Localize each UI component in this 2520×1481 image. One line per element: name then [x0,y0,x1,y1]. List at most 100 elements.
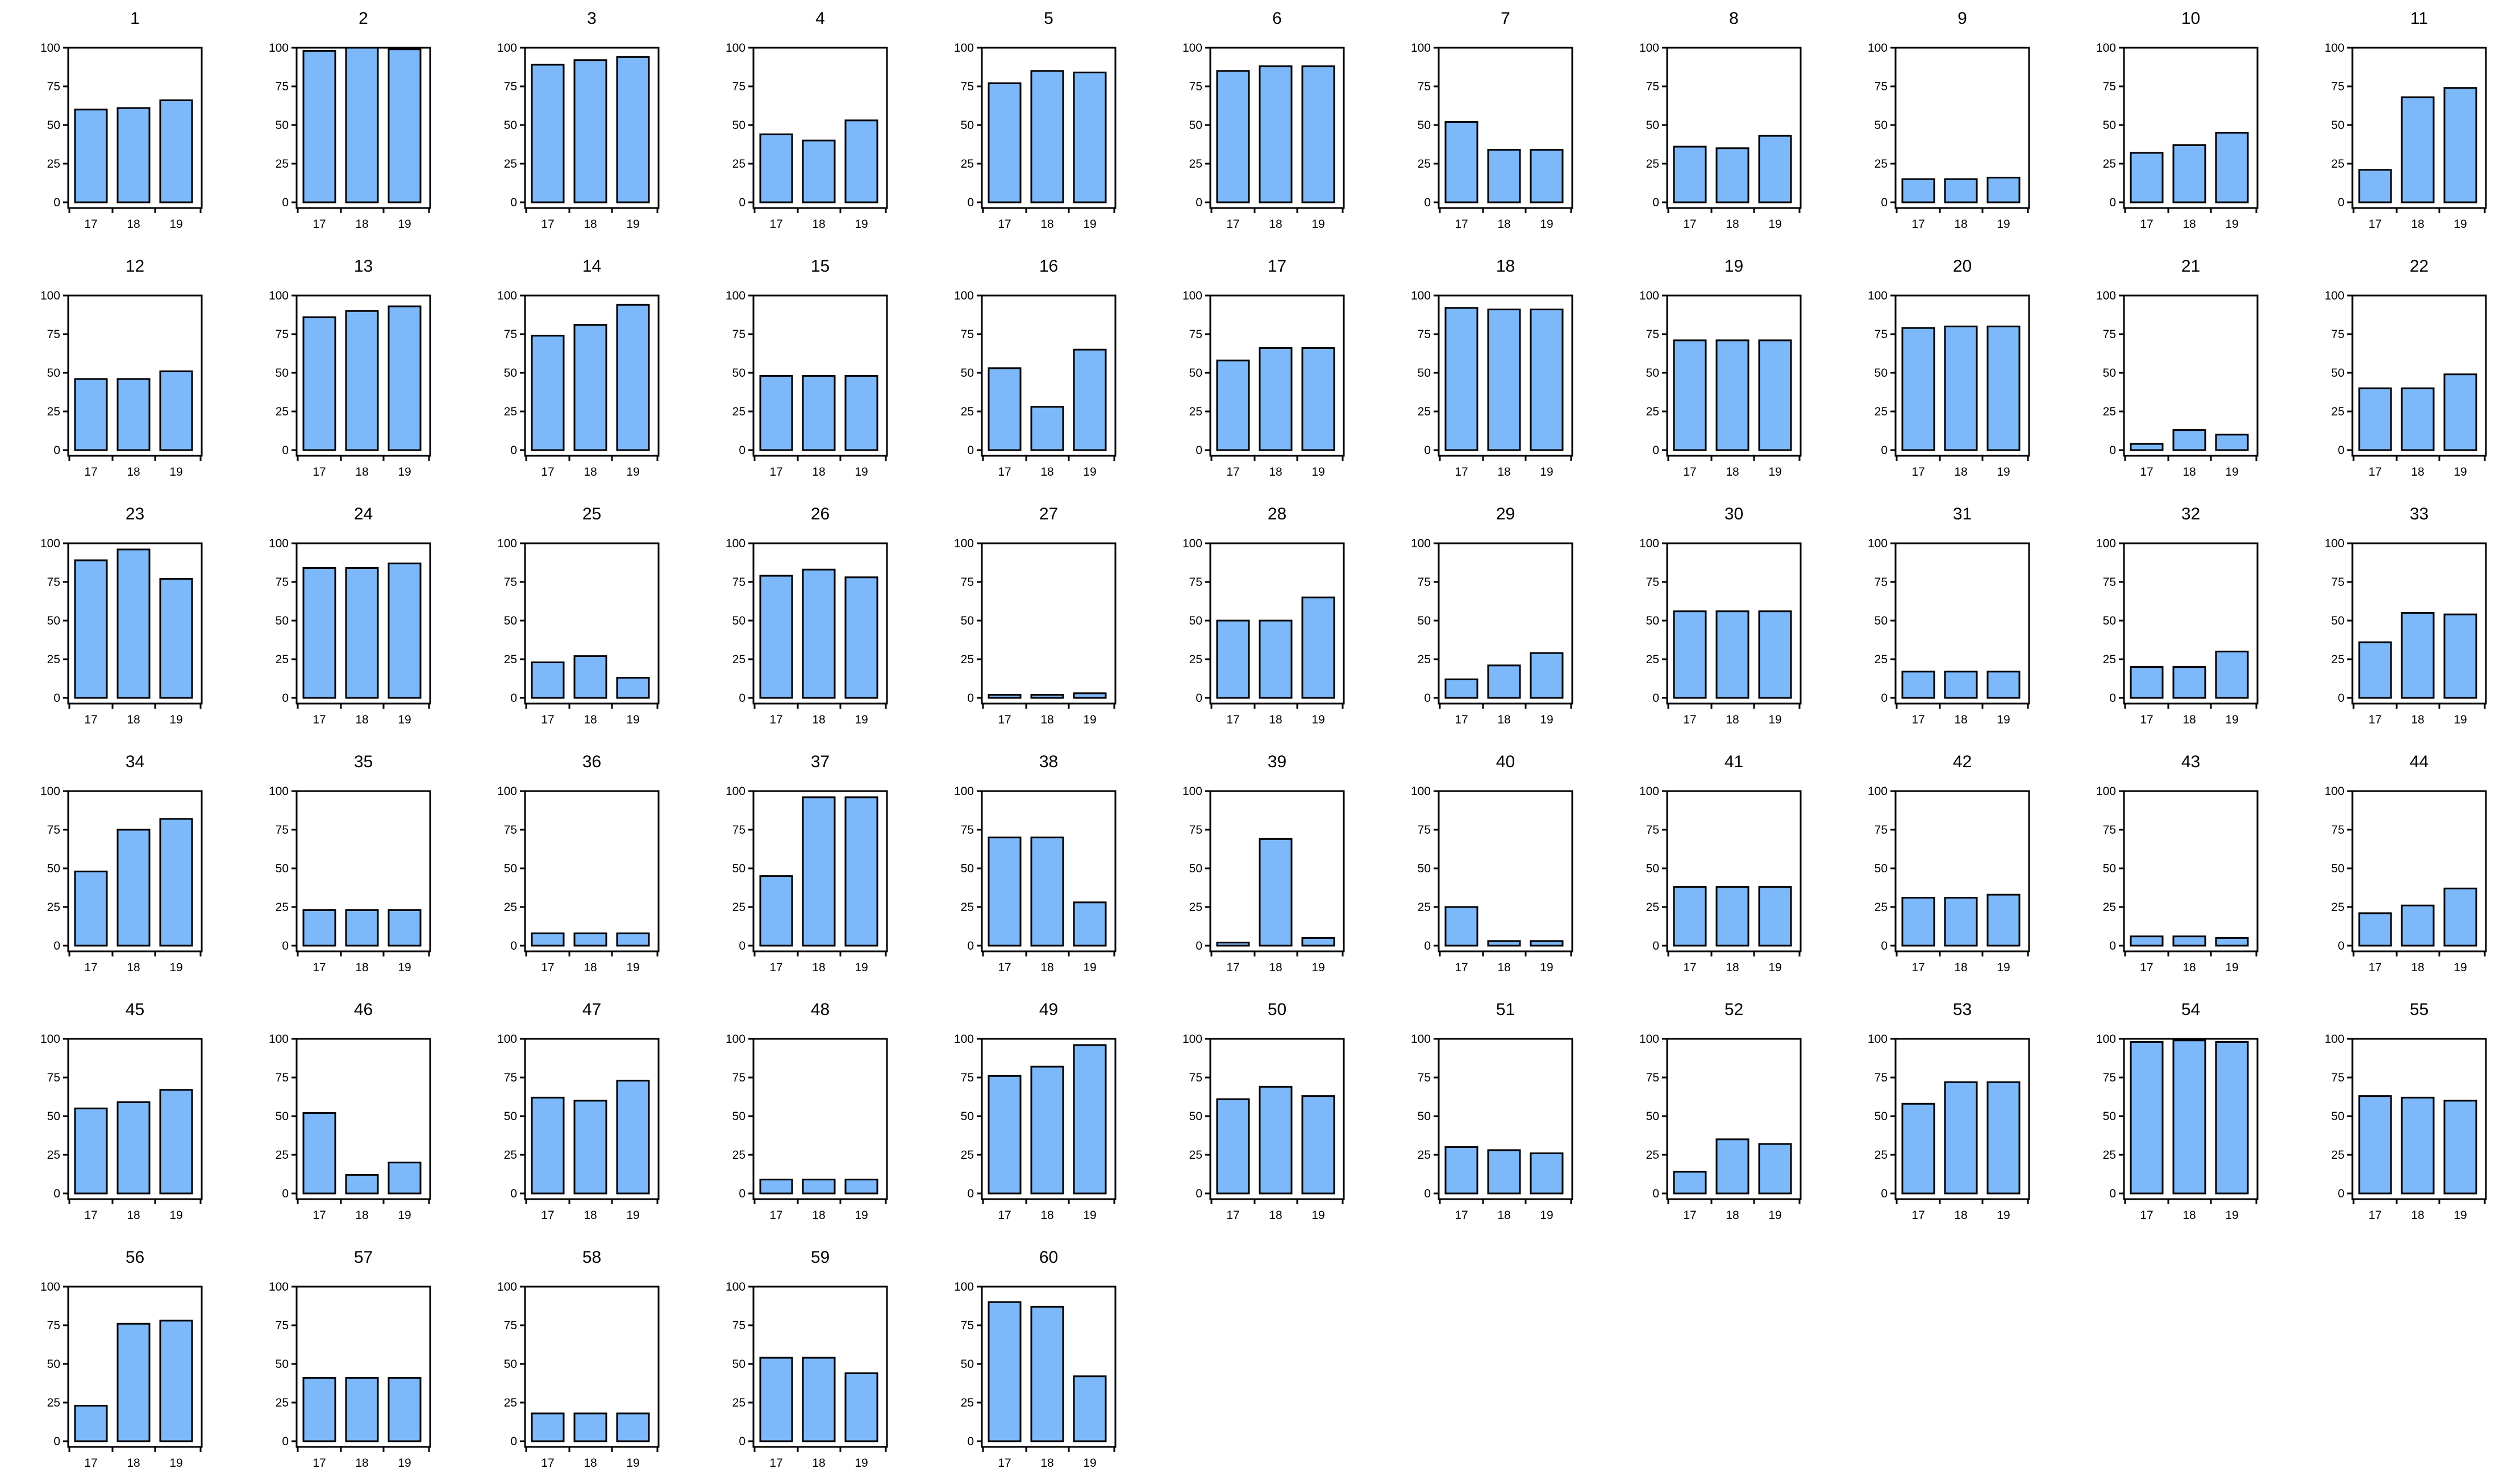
y-tick-label: 100 [40,1280,60,1293]
y-tick-label: 50 [732,367,745,380]
bar [2443,887,2477,947]
y-tick-label: 100 [497,537,517,550]
bar [2401,387,2435,451]
x-tick-label: 17 [1683,713,1696,726]
y-tick-label: 100 [40,537,60,550]
bar [116,378,151,451]
y-tick-label: 50 [47,1110,60,1123]
chart-panel: 36 0 25 50 75 100 17 18 19 [463,747,684,985]
x-tick-label: 17 [1911,218,1925,231]
y-tick-label: 50 [504,1110,517,1123]
bar [2401,611,2435,699]
x-tick-label: 17 [313,218,326,231]
x-tick-label: 17 [1455,961,1468,974]
x-tick-label: 18 [2182,961,2196,974]
y-tick-label: 0 [2338,1187,2344,1200]
y-tick-label: 100 [1411,41,1431,55]
plot-frame [2123,790,2259,952]
y-tick-label: 75 [2331,80,2344,93]
x-tick-label: 17 [313,961,326,974]
y-tick-label: 50 [2331,119,2344,132]
y-tick-label: 0 [1424,444,1431,457]
x-tick-label: 17 [998,465,1011,479]
chart-title: 15 [811,257,830,276]
chart-panel: 32 0 25 50 75 100 17 18 19 [2061,499,2283,738]
x-tick-label: 19 [169,1209,182,1222]
bar [1444,121,1478,203]
y-tick-label: 25 [961,157,974,170]
chart-panel: 16 0 25 50 75 100 17 18 19 [919,251,1141,490]
bar [573,59,607,203]
x-tick-label: 17 [2368,961,2381,974]
y-tick-label: 25 [1646,901,1659,914]
plot-frame [2123,542,2259,705]
bar [2172,935,2206,947]
y-tick-label: 75 [1189,80,1202,93]
y-tick-label: 0 [967,939,974,952]
bar [302,909,336,947]
x-tick-label: 18 [1040,1457,1053,1470]
x-tick-label: 18 [584,1457,597,1470]
bar [1444,1146,1478,1195]
y-tick-label: 0 [53,444,60,457]
x-tick-label: 18 [2182,465,2196,479]
y-tick-label: 50 [732,1358,745,1371]
y-tick-label: 0 [1196,444,1202,457]
y-tick-label: 50 [2103,119,2116,132]
x-tick-label: 18 [1954,1209,1967,1222]
x-tick-label: 17 [84,713,97,726]
bar [74,378,108,451]
chart-svg: 56 0 25 50 75 100 17 18 19 [40,1248,203,1470]
bar [2401,1096,2435,1195]
y-tick-label: 50 [1189,367,1202,380]
y-tick-label: 0 [1881,1187,1888,1200]
y-tick-label: 100 [269,537,289,550]
bar [616,677,650,699]
x-tick-label: 17 [769,465,782,479]
x-tick-label: 17 [541,218,554,231]
bar [616,56,650,203]
bar [616,1079,650,1195]
chart-svg: 34 0 25 50 75 100 17 18 19 [40,752,203,974]
plot-frame [1438,790,1573,952]
chart-panel: 6 0 25 50 75 100 17 18 19 [1148,3,1369,242]
x-tick-label: 17 [1683,218,1696,231]
chart-panel: 44 0 25 50 75 100 17 18 19 [2290,747,2511,985]
chart-svg: 15 0 25 50 75 100 17 18 19 [726,257,888,479]
x-tick-label: 19 [2454,713,2467,726]
y-tick-label: 50 [2331,614,2344,627]
x-tick-label: 18 [1040,465,1053,479]
y-tick-label: 50 [276,862,289,875]
x-tick-label: 19 [169,1457,182,1470]
y-tick-label: 100 [954,1033,974,1046]
chart-svg: 49 0 25 50 75 100 17 18 19 [954,1000,1117,1222]
chart-panel: 11 0 25 50 75 100 17 18 19 [2290,3,2511,242]
bar [2358,169,2392,203]
y-tick-label: 0 [2338,196,2344,209]
y-tick-label: 50 [961,367,974,380]
y-tick-label: 75 [2103,328,2116,341]
bar [388,562,422,699]
y-tick-label: 25 [2103,653,2116,666]
y-tick-label: 25 [2103,1149,2116,1162]
x-tick-label: 18 [355,1209,368,1222]
y-tick-label: 75 [2331,576,2344,589]
plot-frame [524,1038,660,1200]
x-tick-label: 19 [1768,1209,1781,1222]
bar [531,64,565,203]
y-tick-label: 100 [269,785,289,798]
x-tick-label: 19 [1768,465,1781,479]
x-tick-label: 19 [1540,465,1553,479]
y-tick-label: 25 [1418,1149,1431,1162]
bar [616,1412,650,1442]
y-tick-label: 25 [504,1149,517,1162]
x-tick-label: 18 [584,1209,597,1222]
chart-svg: 44 0 25 50 75 100 17 18 19 [2325,752,2487,974]
chart-title: 5 [1044,9,1053,28]
x-tick-label: 18 [1269,713,1282,726]
x-tick-label: 17 [998,961,1011,974]
x-tick-label: 19 [1540,1209,1553,1222]
chart-title: 30 [1725,505,1743,523]
y-tick-label: 0 [1424,196,1431,209]
